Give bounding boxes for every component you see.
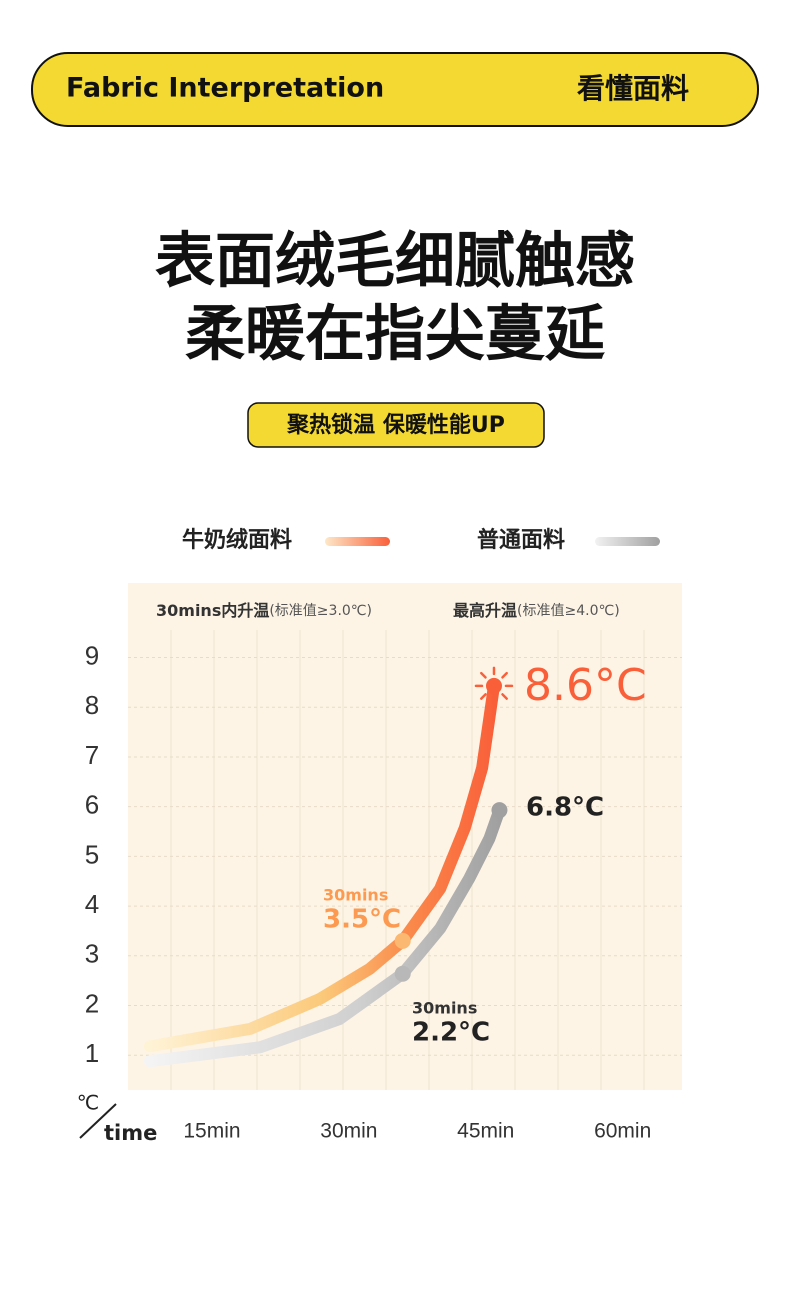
y-tick-label: 6 [85,790,99,820]
sun-ray [480,693,487,700]
header-title-cn: 看懂面料 [577,72,689,105]
badge [247,402,545,448]
subtitle-main: 30mins内升温 [156,601,269,620]
data-point [485,677,502,694]
subtitle-main: 最高升温 [453,601,517,620]
y-tick-label: 9 [85,640,99,670]
annotation: 2.2°C [412,1018,490,1048]
sun-ray [480,671,487,679]
data-point [394,932,411,949]
chart-subtitle: 最高升温(标准值≥4.0℃) [453,601,620,620]
legend-label: 普通面料 [477,527,565,553]
legend-label: 牛奶绒面料 [182,527,292,553]
x-tick-label: 45min [457,1120,514,1143]
annotation: 8.6°C [524,660,647,711]
data-point [491,802,508,819]
y-tick-label: 2 [85,988,99,1018]
header-title: Fabric Interpretation [66,73,384,104]
annotation: 6.8°C [526,793,604,823]
annotation: 3.5°C [323,905,401,935]
annotation: 30mins [323,886,388,905]
sun-ray [501,671,508,679]
y-tick-label: 1 [85,1038,99,1068]
data-point [394,965,411,982]
series-line [143,804,506,1068]
x-tick-label: 15min [183,1120,240,1143]
y-unit: ℃ [77,1091,99,1115]
sun-ray [501,693,508,700]
y-tick-label: 7 [85,740,99,770]
chart-subtitle: 30mins内升温(标准值≥3.0℃) [156,601,372,620]
x-tick-label: 60min [594,1120,651,1143]
y-tick-label: 8 [85,690,99,720]
subtitle-note: (标准值≥3.0℃) [269,603,372,619]
subtitle-note: (标准值≥4.0℃) [517,603,620,619]
y-tick-label: 5 [85,839,99,869]
axis-corner-slash [79,1103,117,1139]
badge-text: 聚热锁温 保暖性能UP [286,412,505,438]
legend-swatch [325,537,390,546]
legend-swatch [595,537,660,546]
headline: 柔暖在指尖蔓延 [185,300,605,370]
headline: 表面绒毛细腻触感 [155,227,635,297]
x-tick-label: 30min [320,1120,377,1143]
x-axis-label: time [104,1121,157,1145]
series-line [143,679,500,1053]
y-tick-label: 3 [85,939,99,969]
annotation: 30mins [412,999,477,1018]
y-tick-label: 4 [85,889,99,919]
header-pill [31,52,759,127]
